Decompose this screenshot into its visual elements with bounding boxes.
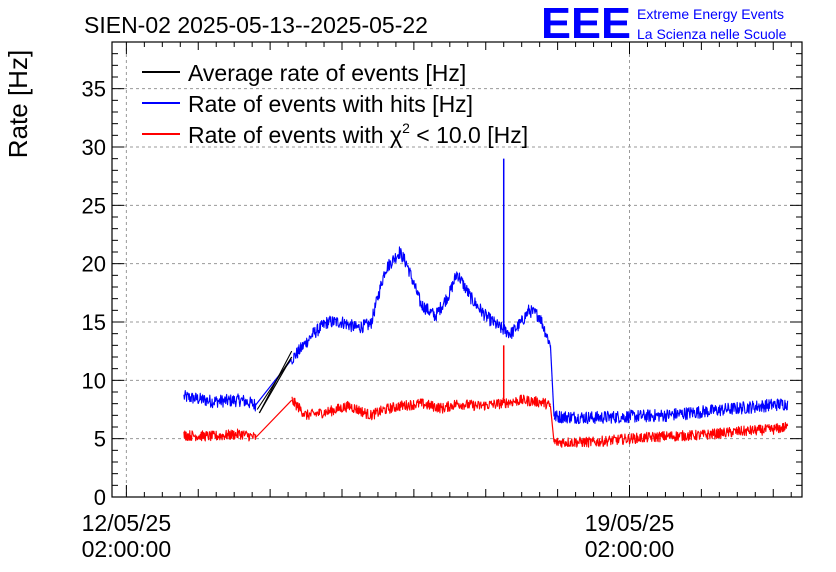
legend-label-average: Average rate of events [Hz] bbox=[188, 60, 466, 86]
legend-chi2-prefix: Rate of events with bbox=[188, 122, 390, 148]
series-gap-connector bbox=[255, 399, 293, 438]
series-line-segment bbox=[291, 394, 551, 421]
series-1 bbox=[183, 345, 789, 448]
x-tick-label-date: 12/05/25 bbox=[82, 510, 172, 536]
x-tick-label-time: 02:00:00 bbox=[585, 536, 675, 562]
grid-lines bbox=[112, 42, 802, 497]
legend-chi2-symbol: χ bbox=[390, 122, 402, 148]
y-tick-label: 35 bbox=[82, 77, 106, 102]
y-axis-label: Rate [Hz] bbox=[3, 50, 33, 158]
series-line-segment bbox=[553, 421, 789, 448]
axis-ticks bbox=[112, 41, 802, 498]
series-0 bbox=[183, 158, 789, 425]
plot-border bbox=[111, 41, 803, 498]
y-tick-label: 5 bbox=[94, 427, 106, 452]
series-line-segment bbox=[553, 398, 789, 425]
series-layer bbox=[183, 158, 789, 448]
series-line-segment bbox=[183, 389, 257, 412]
y-tick-label: 20 bbox=[82, 252, 106, 277]
series-gap-connector bbox=[549, 405, 555, 443]
legend-chi2-superscript: 2 bbox=[402, 120, 410, 136]
series-gap-connector bbox=[258, 356, 293, 414]
y-tick-labels: 0 5 10 15 20 25 30 35 bbox=[82, 77, 106, 510]
logo-line2: La Scienza nelle Scuole bbox=[637, 26, 787, 42]
legend: Average rate of events [Hz] Rate of even… bbox=[142, 60, 528, 148]
legend-label-hits: Rate of events with hits [Hz] bbox=[188, 91, 473, 117]
x-tick-label-date: 19/05/25 bbox=[585, 510, 675, 536]
chart-title: SIEN-02 2025-05-13--2025-05-22 bbox=[84, 12, 428, 38]
y-tick-label: 0 bbox=[94, 485, 106, 510]
y-tick-label: 10 bbox=[82, 368, 106, 393]
series-gap-connector bbox=[549, 345, 555, 417]
x-tick-label-time: 02:00:00 bbox=[82, 536, 172, 562]
y-tick-label: 15 bbox=[82, 310, 106, 335]
legend-label-chi2: Rate of events with χ2 < 10.0 [Hz] bbox=[188, 120, 528, 148]
y-tick-label: 25 bbox=[82, 193, 106, 218]
y-tick-label: 30 bbox=[82, 135, 106, 160]
logo-letters: EEE bbox=[541, 0, 631, 48]
legend-chi2-suffix: < 10.0 [Hz] bbox=[410, 122, 528, 148]
series-line-segment bbox=[183, 428, 257, 442]
eee-logo: EEE Extreme Energy Events La Scienza nel… bbox=[541, 0, 787, 48]
series-2 bbox=[256, 350, 293, 414]
plot-frame bbox=[111, 41, 803, 498]
logo-line1: Extreme Energy Events bbox=[637, 6, 784, 22]
series-line-segment bbox=[291, 246, 551, 365]
